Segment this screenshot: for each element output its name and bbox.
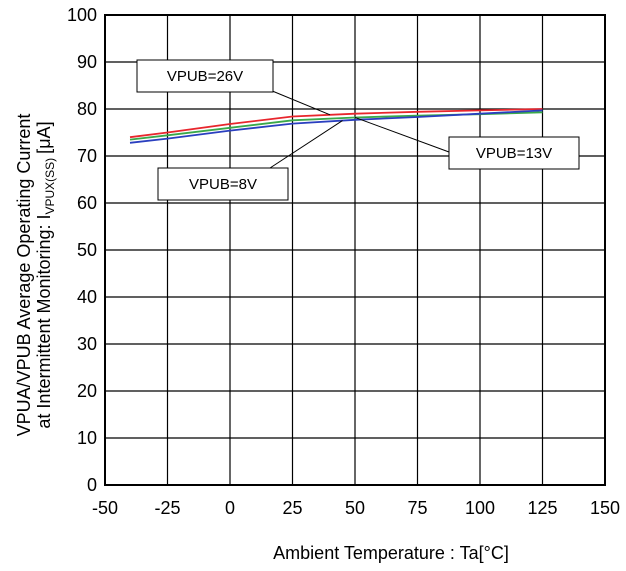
- y-tick-label: 0: [87, 475, 97, 495]
- y-axis-label-line1: VPUA/VPUB Average Operating Current: [14, 114, 34, 437]
- y-tick-label: 80: [77, 99, 97, 119]
- y-axis-label-line2-subscript: VPUX(SS): [43, 158, 57, 215]
- callout-leader: [264, 87, 331, 116]
- x-tick-label: -50: [92, 498, 118, 518]
- y-tick-labels: 0 10 20 30 40 50 60 70 80 90 100: [67, 5, 97, 495]
- x-tick-label: 25: [282, 498, 302, 518]
- series-line: [129, 108, 543, 139]
- plot-frame: [104, 14, 606, 486]
- x-tick-label: 100: [465, 498, 495, 518]
- y-tick-label: 100: [67, 5, 97, 25]
- y-tick-label: 50: [77, 240, 97, 260]
- callout-label: VPUB=26V: [167, 68, 243, 85]
- x-tick-label: -25: [154, 498, 180, 518]
- y-axis-label: VPUA/VPUB Average Operating Current at I…: [14, 114, 57, 437]
- x-tick-label: 50: [345, 498, 365, 518]
- y-tick-label: 10: [77, 428, 97, 448]
- y-tick-label: 30: [77, 334, 97, 354]
- y-tick-label: 60: [77, 193, 97, 213]
- y-axis-label-line2: at Intermittent Monitoring: IVPUX(SS) [μA…: [34, 121, 57, 428]
- y-tick-label: 90: [77, 52, 97, 72]
- callout-label: VPUB=8V: [189, 176, 257, 193]
- callout-label: VPUB=13V: [476, 145, 552, 162]
- y-axis-label-line2-unit: [μA]: [34, 121, 54, 153]
- y-tick-label: 40: [77, 287, 97, 307]
- x-axis-label: Ambient Temperature : Ta[°C]: [273, 543, 509, 563]
- x-tick-label: 150: [590, 498, 620, 518]
- series-line: [129, 109, 543, 144]
- x-tick-labels: -50 -25 0 25 50 75 100 125 150: [92, 498, 620, 518]
- y-tick-label: 70: [77, 146, 97, 166]
- y-tick-label: 20: [77, 381, 97, 401]
- x-tick-label: 125: [527, 498, 557, 518]
- callouts: VPUB=26V VPUB=13V VPUB=8V: [136, 59, 580, 201]
- callout-leader: [269, 120, 343, 169]
- x-tick-label: 75: [407, 498, 427, 518]
- series-lines: [129, 108, 543, 144]
- callout-box: [136, 59, 274, 93]
- y-axis-label-line2-main: at Intermittent Monitoring: I: [34, 214, 54, 428]
- x-tick-label: 0: [225, 498, 235, 518]
- callout-leader: [354, 116, 450, 153]
- callout-box: [448, 136, 580, 170]
- callout-box: [157, 167, 289, 201]
